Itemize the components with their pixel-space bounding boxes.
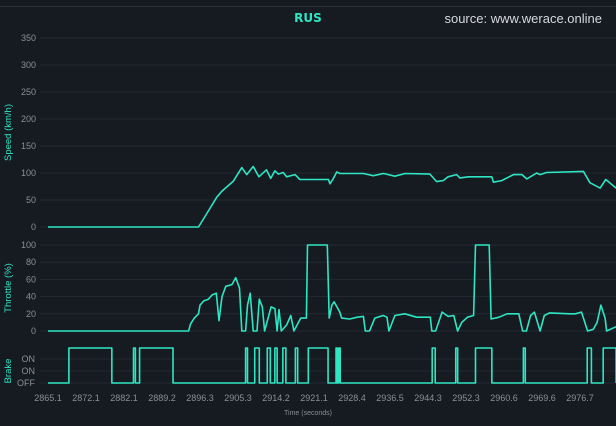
speed-tick-label: 200 [21,114,36,124]
x-axis-label: Time (seconds) [284,410,332,417]
x-tick-label: 2896.3 [186,393,214,403]
x-tick-label: 2928.4 [338,393,366,403]
throttle-tick-label: 20 [26,309,36,319]
x-tick-label: 2944.3 [414,393,442,403]
throttle-tick-label: 40 [26,292,36,302]
brake-tick-label: ON [22,366,36,376]
speed-tick-label: 350 [21,33,36,43]
x-tick-label: 2921.1 [300,393,328,403]
brake-tick-label: ON [22,354,36,364]
x-tick-label: 2969.6 [528,393,556,403]
x-tick-label: 2914.2 [262,393,290,403]
x-tick-label: 2936.5 [376,393,404,403]
x-tick-label: 2872.1 [72,393,100,403]
x-tick-label: 2976.7 [566,393,594,403]
speed-tick-label: 50 [26,195,36,205]
speed-tick-label: 0 [31,222,36,232]
speed-tick-label: 150 [21,141,36,151]
x-tick-label: 2882.1 [110,393,138,403]
throttle-axis-label: Throttle (%) [3,263,14,313]
x-tick-label: 2889.2 [148,393,176,403]
brake-series-line [48,347,616,384]
throttle-tick-label: 100 [21,240,36,250]
speed-axis-label: Speed (km/h) [3,104,14,161]
x-tick-label: 2865.1 [34,393,62,403]
speed-tick-label: 100 [21,168,36,178]
chart-title: RUS [294,11,322,25]
top-border [0,6,616,7]
speed-series-line [48,165,616,228]
throttle-tick-label: 80 [26,257,36,267]
throttle-tick-label: 0 [31,326,36,336]
throttle-series-line [48,244,616,332]
x-tick-label: 2952.3 [452,393,480,403]
throttle-tick-label: 60 [26,274,36,284]
brake-tick-label: OFF [17,378,35,388]
source-label: source: www.werace.online [444,11,602,26]
x-tick-label: 2905.3 [224,393,252,403]
speed-tick-label: 300 [21,60,36,70]
brake-axis-label: Brake [3,359,14,384]
x-tick-label: 2960.6 [490,393,518,403]
speed-tick-label: 250 [21,87,36,97]
